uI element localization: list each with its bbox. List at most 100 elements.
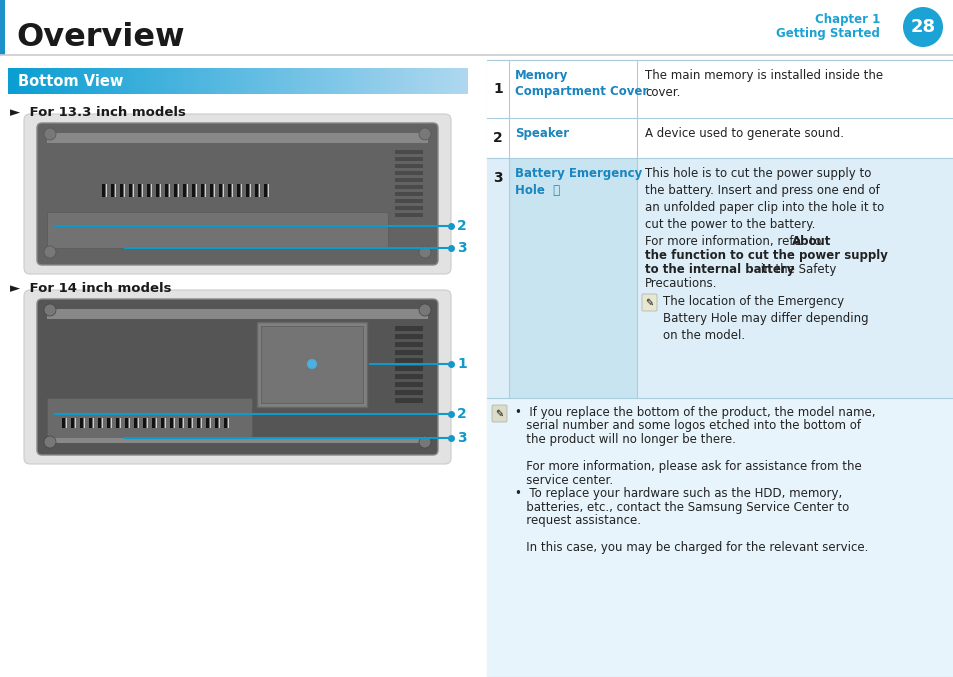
Bar <box>185 68 186 94</box>
Bar <box>17 68 18 94</box>
Bar <box>266 68 267 94</box>
Bar <box>427 68 428 94</box>
Bar <box>169 68 170 94</box>
Bar <box>268 68 269 94</box>
Bar <box>303 68 304 94</box>
Bar <box>39 68 40 94</box>
Bar <box>181 68 182 94</box>
Bar <box>89 418 92 428</box>
Bar <box>347 68 348 94</box>
Bar <box>268 184 269 197</box>
Bar <box>119 68 120 94</box>
Bar <box>455 68 456 94</box>
Bar <box>341 68 343 94</box>
Bar <box>395 171 422 175</box>
Bar <box>104 68 105 94</box>
Bar <box>80 68 81 94</box>
Text: •  If you replace the bottom of the product, the model name,: • If you replace the bottom of the produ… <box>515 406 875 419</box>
Bar <box>222 68 223 94</box>
Bar <box>382 68 384 94</box>
Bar <box>486 118 953 158</box>
Bar <box>393 68 394 94</box>
Bar <box>450 68 451 94</box>
Bar <box>115 184 116 197</box>
Bar <box>367 68 368 94</box>
Bar <box>204 68 205 94</box>
Bar <box>200 68 201 94</box>
Bar <box>188 184 189 197</box>
Bar <box>486 158 953 398</box>
Bar <box>38 68 39 94</box>
Bar <box>150 68 151 94</box>
Bar <box>256 322 367 407</box>
Bar <box>395 192 422 196</box>
Bar <box>196 418 200 428</box>
Bar <box>395 185 422 189</box>
Bar <box>460 68 461 94</box>
Bar <box>160 68 161 94</box>
Bar <box>47 438 428 443</box>
Bar <box>274 68 275 94</box>
Bar <box>246 184 250 197</box>
Bar <box>91 68 92 94</box>
Bar <box>237 68 239 94</box>
Bar <box>45 68 46 94</box>
Bar <box>417 68 418 94</box>
Text: •  To replace your hardware such as the HDD, memory,: • To replace your hardware such as the H… <box>515 487 841 500</box>
Bar <box>67 68 68 94</box>
Bar <box>389 68 390 94</box>
Bar <box>205 184 206 197</box>
Bar <box>101 68 102 94</box>
Bar <box>156 418 157 428</box>
Bar <box>318 68 319 94</box>
Bar <box>124 68 125 94</box>
Bar <box>281 68 282 94</box>
Bar <box>308 68 309 94</box>
Bar <box>395 334 422 339</box>
Text: service center.: service center. <box>515 473 613 487</box>
Bar <box>434 68 435 94</box>
Bar <box>193 68 194 94</box>
Bar <box>302 68 303 94</box>
Bar <box>409 68 410 94</box>
Bar <box>23 68 24 94</box>
Circle shape <box>418 304 431 316</box>
Bar <box>269 68 270 94</box>
Bar <box>62 68 63 94</box>
Bar <box>62 418 66 428</box>
Bar <box>109 68 110 94</box>
Bar <box>182 68 183 94</box>
Bar <box>98 418 101 428</box>
Bar <box>260 68 261 94</box>
Bar <box>395 164 422 168</box>
Text: Bottom View: Bottom View <box>18 74 123 89</box>
Circle shape <box>418 436 431 448</box>
Bar <box>486 60 953 118</box>
Bar <box>144 68 145 94</box>
Bar <box>241 68 242 94</box>
Bar <box>407 68 408 94</box>
Text: ►  For 14 inch models: ► For 14 inch models <box>10 282 172 295</box>
Text: The location of the Emergency
Battery Hole may differ depending
on the model.: The location of the Emergency Battery Ho… <box>662 295 868 342</box>
Bar <box>201 418 202 428</box>
Bar <box>421 68 422 94</box>
Bar <box>142 68 143 94</box>
Bar <box>110 68 111 94</box>
Circle shape <box>418 246 431 258</box>
Bar <box>395 342 422 347</box>
Bar <box>84 68 85 94</box>
Circle shape <box>307 359 316 369</box>
Bar <box>177 68 178 94</box>
Bar <box>282 68 283 94</box>
Bar <box>174 68 175 94</box>
Bar <box>175 68 177 94</box>
Bar <box>216 68 218 94</box>
Bar <box>0 0 953 55</box>
Bar <box>416 68 417 94</box>
Bar <box>394 68 395 94</box>
Bar <box>46 68 47 94</box>
Bar <box>326 68 327 94</box>
Bar <box>335 68 336 94</box>
Bar <box>344 68 345 94</box>
Bar <box>66 68 67 94</box>
